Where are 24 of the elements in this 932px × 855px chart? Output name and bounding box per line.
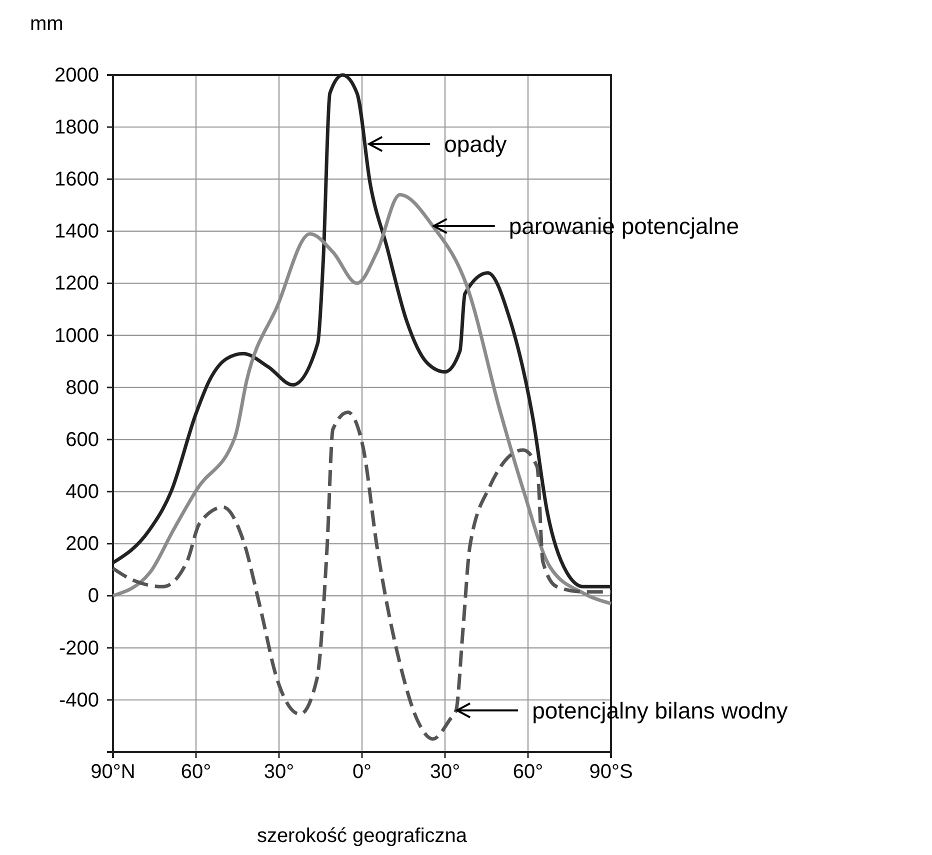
line-series	[111, 193, 613, 606]
y-tick-label: 1800	[54, 116, 99, 138]
x-tick-label: 30°	[430, 761, 460, 784]
y-tick-label: 1000	[54, 324, 99, 347]
y-tick-label: 800	[66, 376, 99, 399]
y-tick-label: 1200	[54, 272, 99, 295]
x-tick-label: 60°	[180, 761, 212, 784]
x-tick-label: 90°S	[589, 761, 633, 784]
y-tick-label: 600	[66, 428, 99, 451]
x-axis-title: szerokość geograficzna	[256, 825, 468, 847]
y-tick-label: 2000	[54, 64, 99, 86]
y-axis-title: mm	[30, 13, 64, 35]
y-tick-label: 1400	[54, 220, 99, 243]
annotation: opady	[444, 131, 508, 157]
x-tick-label: 0°	[352, 761, 372, 784]
y-tick-label: 1600	[54, 168, 99, 191]
y-tick-label: -400	[58, 689, 99, 712]
x-tick-label: 90°N	[90, 761, 136, 784]
x-tick-label: 60°	[512, 761, 544, 784]
y-tick-label: 400	[66, 481, 99, 504]
y-tick-label: 0	[88, 585, 99, 608]
y-tick-label: -200	[58, 637, 99, 660]
y-tick-label: 200	[66, 533, 99, 556]
x-tick-label: 30°	[264, 761, 294, 784]
